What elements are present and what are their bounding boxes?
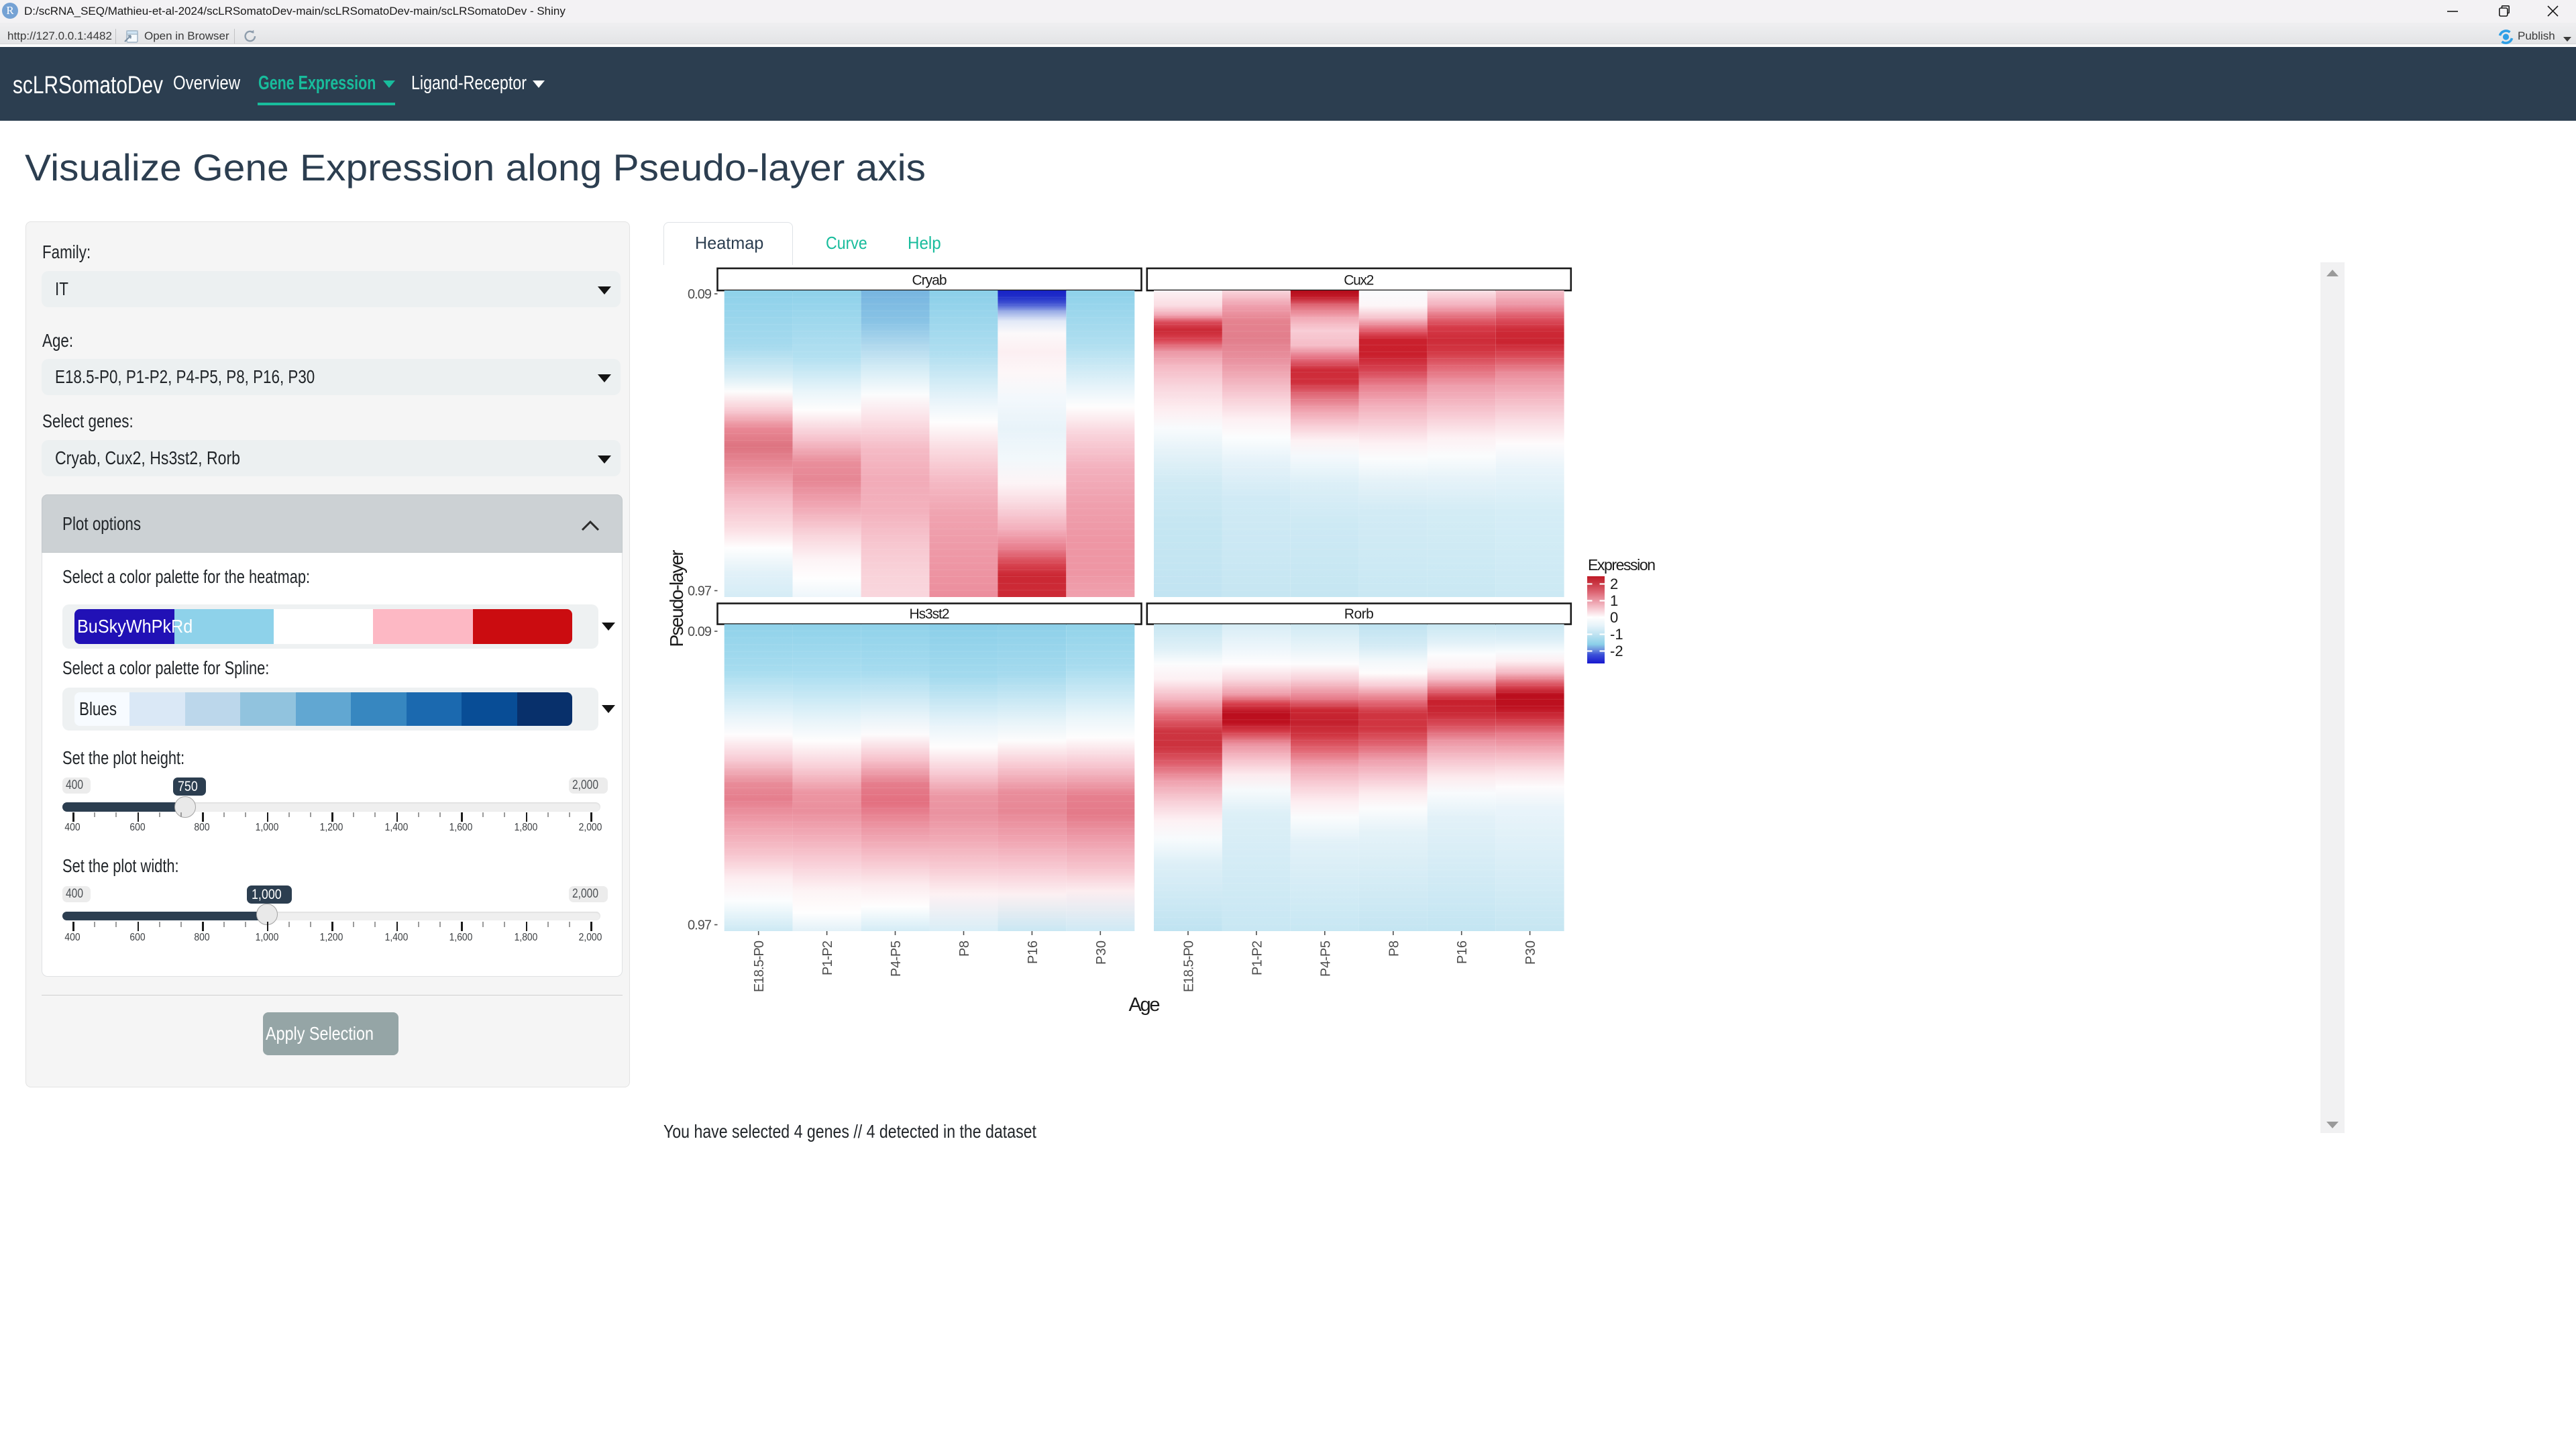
svg-text:P8: P8 bbox=[957, 941, 972, 957]
svg-text:P30: P30 bbox=[1094, 941, 1109, 965]
svg-text:2: 2 bbox=[1610, 576, 1618, 592]
svg-text:Cryab: Cryab bbox=[912, 273, 947, 288]
svg-text:0.09: 0.09 bbox=[688, 287, 712, 302]
svg-text:0.97: 0.97 bbox=[688, 584, 712, 599]
svg-text:Expression: Expression bbox=[1588, 556, 1656, 574]
svg-text:P4-P5: P4-P5 bbox=[889, 941, 904, 977]
svg-text:0: 0 bbox=[1610, 609, 1618, 626]
svg-text:-2: -2 bbox=[1610, 643, 1623, 659]
svg-text:Pseudo-layer: Pseudo-layer bbox=[666, 550, 687, 647]
svg-text:0.97: 0.97 bbox=[688, 918, 712, 933]
svg-text:P16: P16 bbox=[1455, 941, 1470, 964]
svg-text:E18.5-P0: E18.5-P0 bbox=[1182, 941, 1197, 992]
svg-text:E18.5-P0: E18.5-P0 bbox=[752, 941, 767, 992]
svg-text:P1-P2: P1-P2 bbox=[1250, 941, 1265, 975]
svg-text:0.09: 0.09 bbox=[688, 625, 712, 639]
svg-text:Cux2: Cux2 bbox=[1344, 273, 1374, 288]
svg-text:Hs3st2: Hs3st2 bbox=[910, 606, 950, 622]
svg-text:P4-P5: P4-P5 bbox=[1318, 941, 1333, 977]
svg-text:P1-P2: P1-P2 bbox=[820, 941, 835, 975]
svg-text:1: 1 bbox=[1610, 592, 1618, 609]
svg-text:Age: Age bbox=[1129, 994, 1161, 1016]
svg-text:-1: -1 bbox=[1610, 626, 1623, 643]
svg-text:P30: P30 bbox=[1523, 941, 1538, 965]
svg-text:P8: P8 bbox=[1387, 941, 1401, 957]
svg-text:Rorb: Rorb bbox=[1344, 606, 1374, 622]
svg-text:P16: P16 bbox=[1026, 941, 1040, 964]
